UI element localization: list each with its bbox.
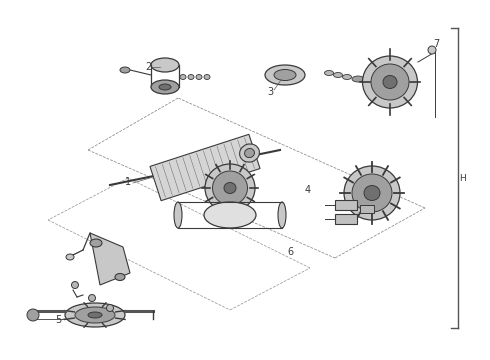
Ellipse shape — [364, 185, 380, 201]
Ellipse shape — [278, 202, 286, 228]
Ellipse shape — [204, 202, 256, 228]
Ellipse shape — [115, 274, 125, 280]
Ellipse shape — [352, 76, 364, 82]
Text: 1: 1 — [125, 177, 131, 187]
Text: 5: 5 — [55, 315, 61, 325]
Circle shape — [428, 46, 436, 54]
Text: 6: 6 — [287, 247, 293, 257]
Ellipse shape — [88, 312, 102, 318]
Ellipse shape — [151, 80, 179, 94]
Ellipse shape — [180, 75, 186, 80]
Ellipse shape — [159, 84, 171, 90]
Ellipse shape — [334, 72, 343, 77]
Ellipse shape — [205, 164, 255, 212]
Bar — [335, 200, 357, 210]
Ellipse shape — [240, 144, 259, 162]
Ellipse shape — [352, 174, 392, 212]
Ellipse shape — [66, 254, 74, 260]
Text: 3: 3 — [267, 87, 273, 97]
Text: H: H — [460, 174, 466, 183]
Ellipse shape — [274, 69, 296, 81]
Polygon shape — [90, 233, 130, 285]
Circle shape — [72, 282, 78, 288]
Bar — [335, 214, 357, 224]
Ellipse shape — [371, 64, 409, 100]
Ellipse shape — [344, 166, 400, 220]
Ellipse shape — [383, 76, 397, 89]
Ellipse shape — [265, 65, 305, 85]
Text: 4: 4 — [305, 185, 311, 195]
Bar — [360, 205, 374, 213]
Ellipse shape — [324, 71, 334, 76]
Text: 7: 7 — [433, 39, 439, 49]
Ellipse shape — [343, 75, 351, 80]
Ellipse shape — [75, 307, 115, 323]
Ellipse shape — [90, 239, 102, 247]
Ellipse shape — [224, 183, 236, 194]
Ellipse shape — [213, 171, 247, 205]
Ellipse shape — [188, 75, 194, 80]
Ellipse shape — [120, 67, 130, 73]
Ellipse shape — [174, 202, 182, 228]
Ellipse shape — [245, 148, 254, 158]
Text: 2: 2 — [145, 62, 151, 72]
Ellipse shape — [196, 75, 202, 80]
Ellipse shape — [151, 58, 179, 72]
Circle shape — [106, 305, 114, 311]
Ellipse shape — [204, 75, 210, 80]
Ellipse shape — [363, 56, 417, 108]
Circle shape — [89, 294, 96, 302]
Ellipse shape — [65, 303, 125, 327]
Polygon shape — [150, 134, 260, 201]
Circle shape — [27, 309, 39, 321]
